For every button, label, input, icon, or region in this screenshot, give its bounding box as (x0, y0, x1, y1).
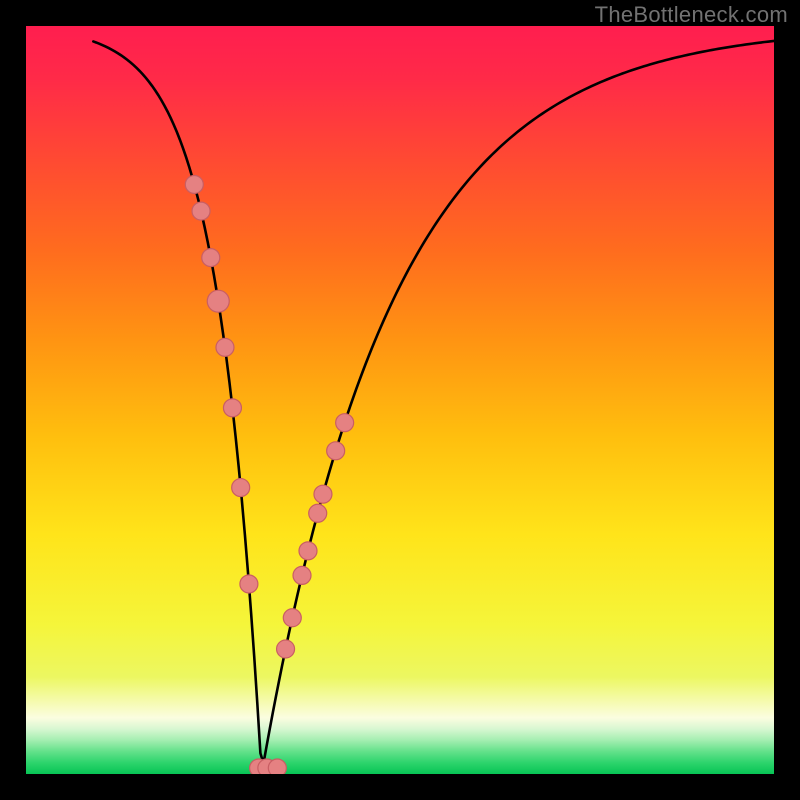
watermark-text: TheBottleneck.com (595, 2, 788, 28)
curve-marker (327, 442, 345, 460)
curve-marker (277, 640, 295, 658)
curve-marker (216, 338, 234, 356)
curve-marker (202, 249, 220, 267)
curve-marker (207, 290, 229, 312)
curve-marker (283, 609, 301, 627)
plot-area (26, 26, 774, 774)
curve-marker (185, 175, 203, 193)
gradient-v-chart (26, 26, 774, 774)
curve-marker (268, 759, 286, 774)
curve-marker (240, 575, 258, 593)
chart-frame: TheBottleneck.com (0, 0, 800, 800)
curve-marker (336, 414, 354, 432)
curve-marker (299, 542, 317, 560)
curve-marker (314, 485, 332, 503)
curve-marker (192, 202, 210, 220)
curve-marker (232, 479, 250, 497)
curve-marker (223, 399, 241, 417)
curve-marker (309, 504, 327, 522)
gradient-background (26, 26, 774, 774)
curve-marker (293, 566, 311, 584)
